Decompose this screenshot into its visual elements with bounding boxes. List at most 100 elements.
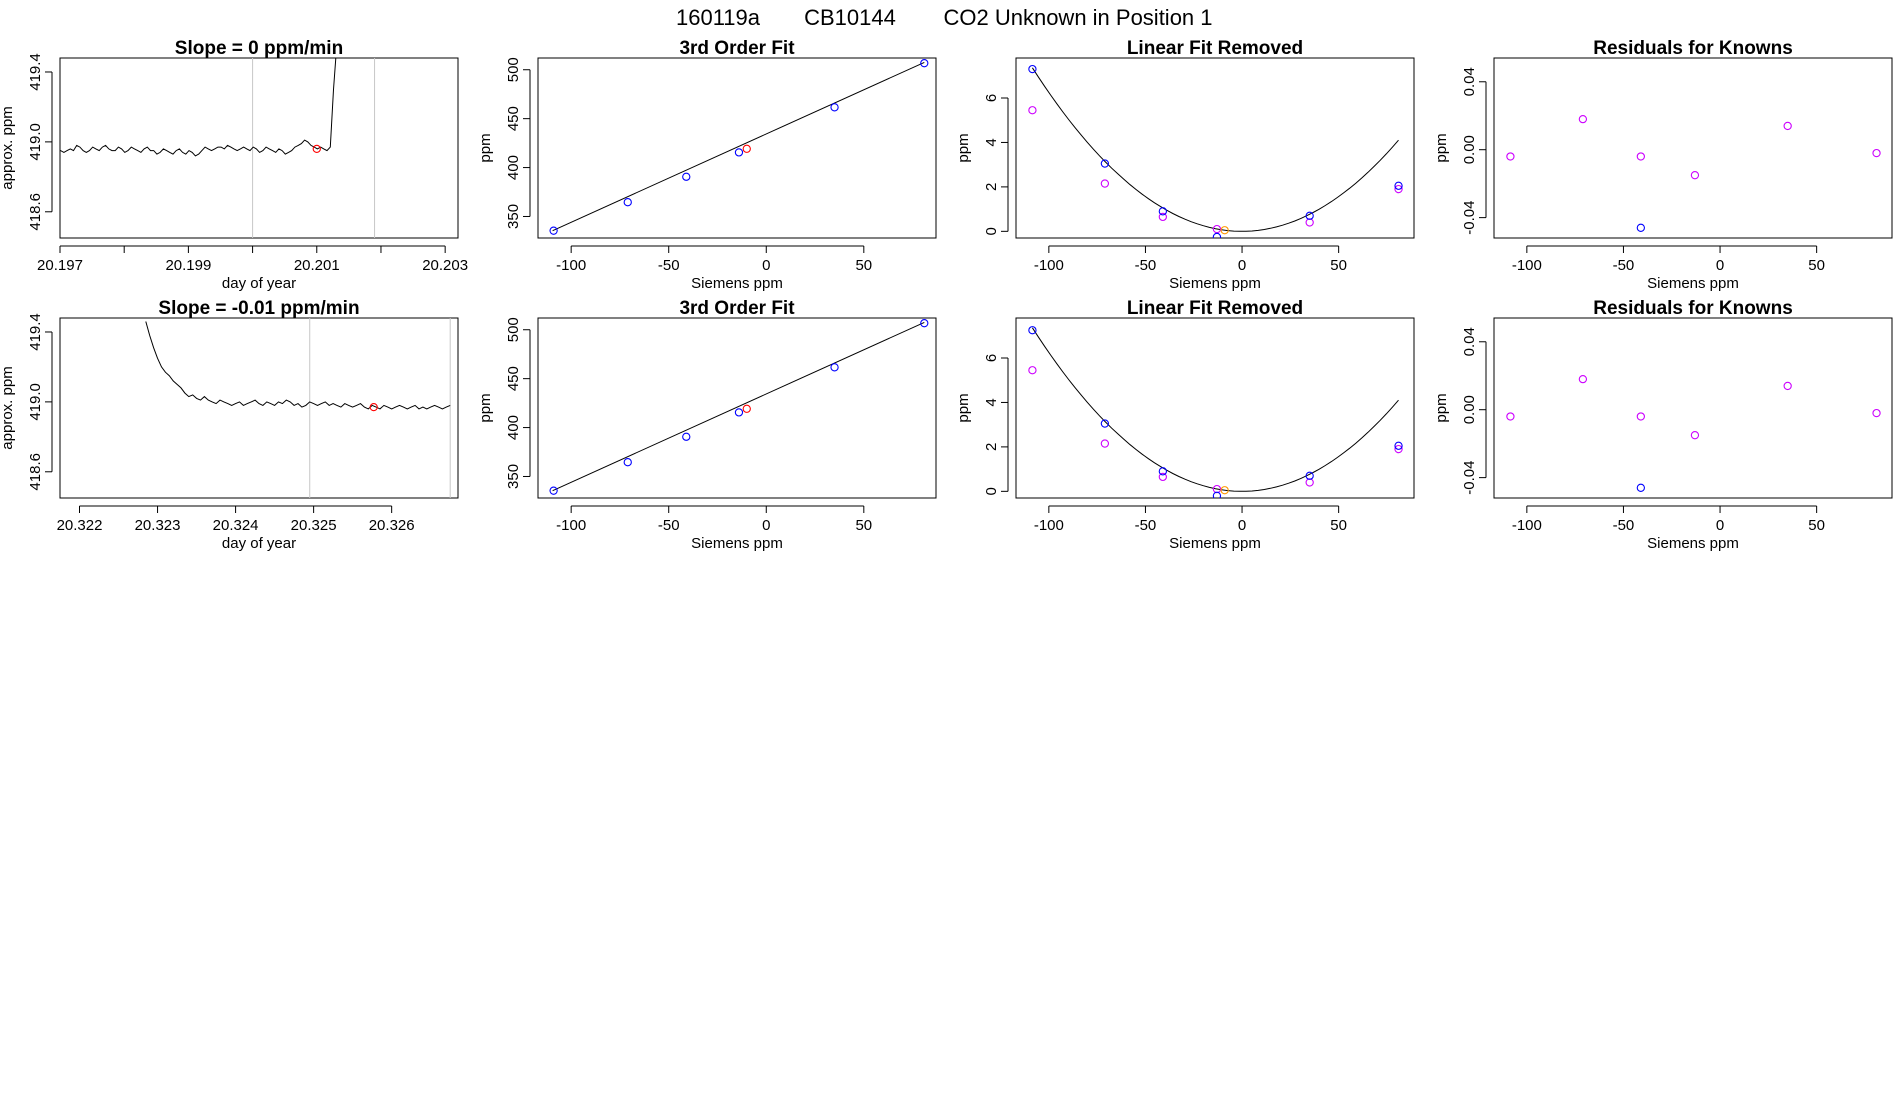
x-tick-label: 20.322 — [57, 517, 103, 534]
residual-point — [1578, 374, 1588, 384]
x-tick-label: 20.199 — [165, 257, 211, 274]
x-tick-label: -50 — [1135, 257, 1157, 274]
residual-point — [1872, 148, 1881, 158]
y-tick-label: 418.6 — [27, 453, 44, 491]
y-tick-label: 4 — [983, 138, 1000, 146]
y-tick-label: 500 — [505, 317, 522, 342]
known-standard-point — [734, 148, 744, 157]
y-tick-label: 419.4 — [27, 53, 44, 91]
residual-point — [1506, 152, 1515, 161]
y-axis-label: approx. ppm — [0, 106, 16, 189]
plot-area — [549, 319, 929, 495]
residual-point — [1690, 431, 1700, 440]
y-axis-label: ppm — [1433, 133, 1450, 162]
page-title-tank: CB10144 — [804, 5, 896, 30]
plot-frame — [1015, 57, 1415, 239]
known-standard-point — [549, 226, 558, 235]
y-tick-label: 0.04 — [1461, 327, 1478, 356]
known-standard-point — [1158, 467, 1167, 476]
x-tick-label: 0 — [762, 517, 770, 534]
x-tick-label: 20.326 — [369, 517, 415, 534]
x-tick-label: -100 — [1512, 517, 1542, 534]
plot-frame — [1493, 317, 1893, 499]
panel-title: Slope = 0 ppm/min — [175, 38, 343, 59]
y-tick-label: 500 — [505, 57, 522, 82]
y-tick-label: 419.0 — [27, 383, 44, 421]
known-standard-point — [1028, 326, 1037, 335]
plot-area — [1028, 326, 1403, 498]
y-tick-label: 350 — [505, 204, 522, 229]
y-axis-label: ppm — [955, 133, 972, 162]
residual-point — [1100, 439, 1110, 448]
known-standard-point — [1636, 223, 1645, 232]
known-standard-point — [1305, 471, 1314, 480]
y-tick-label: 418.6 — [27, 193, 44, 231]
known-standard-point — [1212, 491, 1222, 498]
known-standard-point — [830, 103, 839, 112]
plot-area — [60, 58, 376, 238]
x-tick-label: -100 — [1034, 257, 1064, 274]
x-axis-label: Siemens ppm — [1647, 275, 1739, 292]
known-standard-point — [549, 486, 558, 495]
known-standard-point — [1100, 419, 1110, 428]
panel-row1-timeseries: Slope = 0 ppm/min 20.197 20.199 20.201 20.20… — [0, 38, 468, 292]
panel-row1-fit: 3rd Order Fit -100 -50 0 50 Siemens ppm 350 400… — [477, 38, 937, 292]
known-standard-point — [830, 363, 839, 372]
known-standard-point — [1305, 211, 1314, 220]
y-tick-label: 2 — [983, 443, 1000, 451]
residual-point — [1212, 224, 1222, 234]
x-tick-label: 0 — [1716, 517, 1724, 534]
unknown-mean-point — [369, 402, 378, 412]
x-tick-label: 50 — [1330, 257, 1347, 274]
panel-row2-timeseries: Slope = -0.01 ppm/min 20.322 20.323 20.324 2… — [0, 298, 459, 552]
x-tick-label: -100 — [1512, 257, 1542, 274]
residual-point — [1158, 472, 1167, 482]
residual-point — [1506, 412, 1515, 421]
y-tick-label: 0.04 — [1461, 67, 1478, 96]
page-title-desc: CO2 Unknown in Position 1 — [943, 5, 1212, 30]
panel-title: 3rd Order Fit — [679, 38, 795, 59]
known-standard-point — [1100, 159, 1110, 168]
x-tick-label: -50 — [1135, 517, 1157, 534]
x-tick-label: -100 — [556, 257, 586, 274]
x-tick-label: 20.325 — [291, 517, 337, 534]
x-tick-label: 0 — [1238, 257, 1246, 274]
y-tick-label: 419.4 — [27, 313, 44, 351]
y-axis-label: ppm — [477, 133, 494, 162]
y-tick-label: 0 — [983, 227, 1000, 235]
y-tick-label: 2 — [983, 183, 1000, 191]
plot-area — [1028, 64, 1403, 238]
panel-row1-residuals: Residuals for Knowns -100 -50 0 50 Siemens pp… — [1433, 38, 1893, 292]
residual-point — [1783, 121, 1792, 131]
known-standard-point — [1394, 441, 1403, 450]
y-tick-label: 0 — [983, 487, 1000, 495]
fit-curve — [1031, 327, 1399, 492]
plot-area — [1506, 114, 1881, 232]
residual-point — [1158, 212, 1167, 222]
panel-title: 3rd Order Fit — [679, 298, 795, 319]
y-tick-label: 400 — [505, 155, 522, 180]
x-tick-label: 20.203 — [422, 257, 468, 274]
panel-title: Residuals for Knowns — [1593, 38, 1793, 59]
x-tick-label: 20.324 — [213, 517, 259, 534]
concentration-trace — [145, 321, 451, 410]
residual-point — [1028, 366, 1037, 375]
y-tick-label: 350 — [505, 464, 522, 489]
plot-frame — [537, 57, 937, 239]
plot-frame — [59, 57, 459, 239]
y-tick-label: 450 — [505, 366, 522, 391]
known-standard-point — [682, 172, 691, 181]
plot-area — [549, 59, 929, 235]
x-tick-label: -50 — [1613, 517, 1635, 534]
plot-frame — [1015, 317, 1415, 499]
residual-point — [1783, 381, 1792, 391]
known-standard-point — [682, 432, 691, 441]
concentration-trace — [60, 58, 337, 157]
x-tick-label: 50 — [855, 257, 872, 274]
known-standard-point — [920, 59, 929, 68]
unknown-point — [1220, 226, 1229, 235]
panel-title: Residuals for Knowns — [1593, 298, 1793, 319]
x-axis-label: Siemens ppm — [691, 535, 783, 552]
